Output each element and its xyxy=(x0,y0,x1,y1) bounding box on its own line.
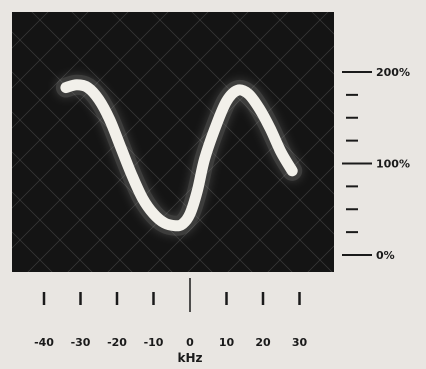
x-tick-label: 0 xyxy=(186,336,194,349)
data-point xyxy=(259,108,260,109)
trace-layer xyxy=(55,74,303,236)
x-tick-label: -20 xyxy=(107,336,127,349)
data-point xyxy=(98,99,99,100)
data-point xyxy=(175,225,176,226)
data-point xyxy=(142,198,143,199)
data-point xyxy=(292,170,293,171)
grid-line xyxy=(227,165,334,272)
data-point xyxy=(131,174,132,175)
data-point xyxy=(153,213,154,214)
x-tick-label: -40 xyxy=(34,336,54,349)
data-point xyxy=(204,158,205,159)
grid-line xyxy=(12,12,249,249)
data-point xyxy=(226,101,227,102)
grid-line xyxy=(187,125,334,272)
grid-line xyxy=(12,12,129,129)
data-point xyxy=(87,87,88,88)
data-point xyxy=(237,90,238,91)
grid-line xyxy=(12,12,89,89)
data-point xyxy=(109,119,110,120)
response-trace xyxy=(60,79,298,232)
x-tick-label: 30 xyxy=(292,336,308,349)
data-point xyxy=(270,128,271,129)
grid-line xyxy=(340,0,426,360)
data-point xyxy=(76,84,77,85)
grid-line xyxy=(12,12,209,209)
data-point xyxy=(215,126,216,127)
grid-line xyxy=(380,0,426,360)
x-tick-label: -30 xyxy=(71,336,91,349)
grid-line xyxy=(147,85,334,272)
data-point xyxy=(65,87,66,88)
y-tick-label: 100% xyxy=(376,158,410,171)
data-point xyxy=(248,93,249,94)
y-axis: 200% 100% 0% xyxy=(342,66,410,262)
y-tick-label: 200% xyxy=(376,66,410,79)
data-point xyxy=(197,190,198,191)
grid-line xyxy=(67,12,329,272)
data-point xyxy=(281,152,282,153)
x-tick-label: 20 xyxy=(255,336,271,349)
grid-line xyxy=(420,0,426,360)
x-tick-label: 10 xyxy=(219,336,235,349)
grid-line xyxy=(340,0,426,360)
grid-line xyxy=(12,12,169,169)
data-point xyxy=(182,223,183,224)
x-tick-label: -10 xyxy=(144,336,164,349)
x-axis: -40 -30 -20 -10 0 10 20 30 xyxy=(34,278,307,349)
data-point xyxy=(164,222,165,223)
x-axis-title: kHz xyxy=(177,351,202,365)
y-tick-label: 0% xyxy=(376,249,395,262)
data-point xyxy=(189,213,190,214)
data-point xyxy=(120,146,121,147)
grid-line xyxy=(27,12,289,272)
